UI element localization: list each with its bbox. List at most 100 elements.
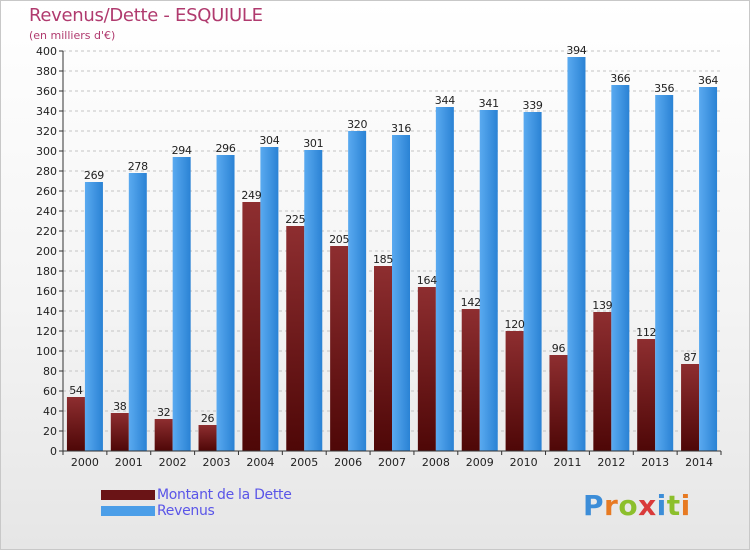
data-label-debt: 205 — [329, 233, 349, 246]
y-axis-ticks: 0 20 40 60 80 100 120 140 160 180 200 220 240 260 280 3… — [36, 45, 63, 458]
x-tick-label: 2006 — [334, 456, 362, 469]
data-label-debt: 54 — [69, 384, 83, 397]
data-label-revenue: 296 — [215, 142, 235, 155]
y-tick-label: 20 — [43, 425, 57, 438]
data-label-revenue: 278 — [128, 160, 148, 173]
legend-swatch-revenue — [101, 506, 155, 516]
bar-revenue — [567, 57, 586, 451]
data-label-revenue: 341 — [479, 97, 499, 110]
bar-revenue — [304, 150, 323, 451]
data-label-debt: 164 — [417, 274, 437, 287]
data-label-revenue: 304 — [259, 134, 279, 147]
data-label-revenue: 294 — [172, 144, 192, 157]
data-label-revenue: 339 — [523, 99, 543, 112]
logo-letter: t — [666, 489, 681, 522]
chart-title: Revenus/Dette - ESQUIULE — [29, 5, 263, 26]
x-axis-ticks: 2000 2001 2002 2003 2004 2005 2006 2007 2008 2009… — [62, 451, 722, 469]
x-tick-label: 2010 — [510, 456, 538, 469]
bar-debt — [505, 331, 524, 451]
x-tick-label: 2011 — [553, 456, 581, 469]
data-label-debt: 142 — [461, 296, 481, 309]
x-tick-label: 2001 — [115, 456, 143, 469]
chart-subtitle: (en milliers d'€) — [29, 29, 116, 42]
bar-debt — [681, 364, 700, 451]
bar-revenue — [348, 131, 367, 451]
bar-debt — [286, 226, 305, 451]
bar-debt — [66, 397, 85, 451]
bar-revenue — [216, 155, 235, 451]
data-labels: 54 269 38 278 32 294 26 296 249 304 225 301 205 320 18… — [69, 44, 718, 425]
data-label-debt: 26 — [201, 412, 215, 425]
legend-label-debt: Montant de la Dette — [157, 487, 292, 503]
data-label-revenue: 269 — [84, 169, 104, 182]
y-tick-label: 400 — [36, 45, 57, 58]
bar-debt — [330, 246, 349, 451]
x-tick-label: 2012 — [597, 456, 625, 469]
data-label-revenue: 366 — [610, 72, 630, 85]
bar-revenue — [655, 95, 674, 451]
data-label-debt: 38 — [113, 400, 127, 413]
y-tick-label: 160 — [36, 285, 57, 298]
x-tick-label: 2003 — [203, 456, 231, 469]
y-tick-label: 380 — [36, 65, 57, 78]
y-tick-label: 280 — [36, 165, 57, 178]
data-label-revenue: 394 — [566, 44, 586, 57]
bar-debt — [593, 312, 612, 451]
bar-revenue — [699, 87, 718, 451]
data-label-revenue: 316 — [391, 122, 411, 135]
data-label-debt: 32 — [157, 406, 170, 419]
data-label-debt: 112 — [636, 326, 656, 339]
x-tick-label: 2002 — [159, 456, 187, 469]
y-tick-label: 320 — [36, 125, 57, 138]
bar-revenue — [435, 107, 454, 451]
data-label-debt: 120 — [505, 318, 525, 331]
x-tick-label: 2009 — [466, 456, 494, 469]
data-label-revenue: 320 — [347, 118, 367, 131]
y-tick-label: 200 — [36, 245, 57, 258]
x-tick-label: 2004 — [246, 456, 274, 469]
bar-debt — [154, 419, 173, 451]
x-tick-label: 2014 — [685, 456, 713, 469]
data-label-debt: 96 — [552, 342, 566, 355]
data-label-debt: 249 — [241, 189, 261, 202]
y-tick-label: 0 — [50, 445, 57, 458]
bar-debt — [374, 266, 392, 451]
bar-revenue — [260, 147, 279, 451]
y-tick-label: 240 — [36, 205, 57, 218]
y-tick-label: 60 — [43, 385, 57, 398]
legend-swatch-debt — [101, 490, 155, 500]
bar-revenue — [479, 110, 498, 451]
bar-revenue — [128, 173, 147, 451]
logo-letter: P — [583, 489, 605, 522]
legend: Montant de la Dette Revenus — [101, 487, 292, 519]
y-tick-label: 40 — [43, 405, 57, 418]
data-label-debt: 225 — [285, 213, 305, 226]
data-label-debt: 87 — [683, 351, 697, 364]
bar-revenue — [392, 135, 410, 451]
bar-revenue — [523, 112, 542, 451]
logo-letter: x — [638, 489, 657, 522]
x-tick-label: 2008 — [422, 456, 450, 469]
bar-debt — [549, 355, 568, 451]
legend-item-debt: Montant de la Dette — [101, 487, 292, 503]
x-tick-label: 2000 — [71, 456, 99, 469]
logo-letter: r — [604, 489, 619, 522]
legend-item-revenue: Revenus — [101, 503, 292, 519]
bar-revenue — [611, 85, 630, 451]
x-tick-label: 2007 — [378, 456, 406, 469]
data-label-debt: 139 — [592, 299, 612, 312]
axes — [62, 51, 721, 452]
bar-debt — [198, 425, 217, 451]
data-label-revenue: 364 — [698, 74, 718, 87]
logo-letter: i — [656, 489, 667, 522]
x-tick-label: 2005 — [290, 456, 318, 469]
data-label-revenue: 301 — [303, 137, 323, 150]
logo-letter: i — [680, 489, 691, 522]
bar-debt — [417, 287, 436, 451]
bar-revenue — [172, 157, 191, 451]
y-tick-label: 340 — [36, 105, 57, 118]
y-tick-label: 360 — [36, 85, 57, 98]
x-tick-label: 2013 — [641, 456, 669, 469]
